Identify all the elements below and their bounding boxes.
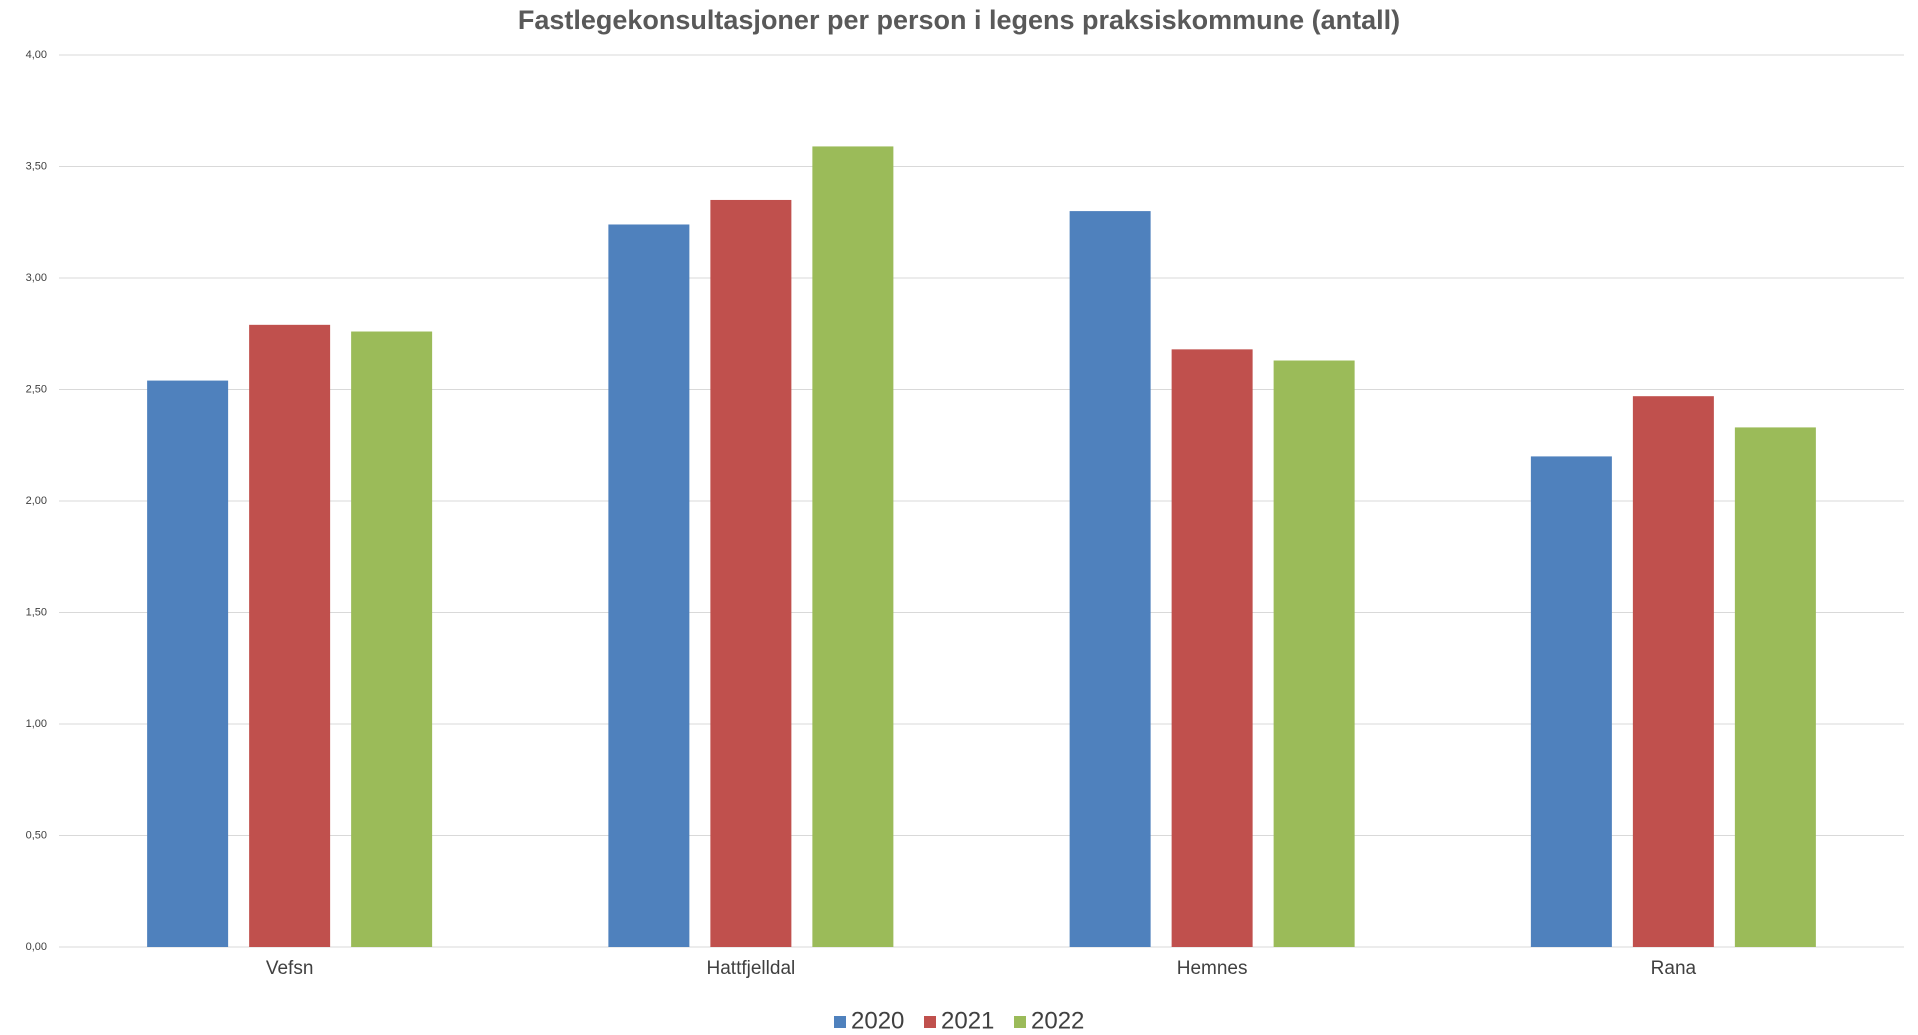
bar xyxy=(351,331,433,947)
bar xyxy=(1632,396,1714,947)
y-tick-label: 2,50 xyxy=(26,383,47,395)
bar xyxy=(812,146,894,947)
bar xyxy=(1171,349,1253,947)
bar xyxy=(1734,427,1816,947)
y-tick-label: 4,00 xyxy=(26,49,47,61)
x-tick-label: Vefsn xyxy=(266,958,314,979)
legend-swatch xyxy=(924,1016,936,1028)
legend-swatch xyxy=(1014,1016,1026,1028)
bar xyxy=(710,199,792,947)
x-tick-label: Hemnes xyxy=(1177,958,1248,979)
y-tick-label: 1,50 xyxy=(26,606,47,618)
bar xyxy=(1069,211,1151,948)
legend-label: 2021 xyxy=(941,1007,994,1034)
y-tick-label: 0,00 xyxy=(26,941,47,953)
bar xyxy=(1273,360,1355,947)
y-tick-label: 1,00 xyxy=(26,718,47,730)
bar xyxy=(249,324,331,948)
x-tick-label: Rana xyxy=(1651,958,1697,979)
bar xyxy=(147,380,229,948)
legend-label: 2022 xyxy=(1031,1007,1084,1034)
y-tick-label: 0,50 xyxy=(26,829,47,841)
x-tick-label: Hattfjelldal xyxy=(707,958,796,979)
legend-swatch xyxy=(834,1016,846,1028)
y-tick-label: 3,50 xyxy=(26,160,47,172)
bar xyxy=(1530,456,1612,947)
bar xyxy=(608,224,690,948)
y-tick-label: 3,00 xyxy=(26,272,47,284)
y-tick-label: 2,00 xyxy=(26,495,47,507)
chart-title: Fastlegekonsultasjoner per person i lege… xyxy=(518,5,1400,35)
legend-label: 2020 xyxy=(851,1007,904,1034)
